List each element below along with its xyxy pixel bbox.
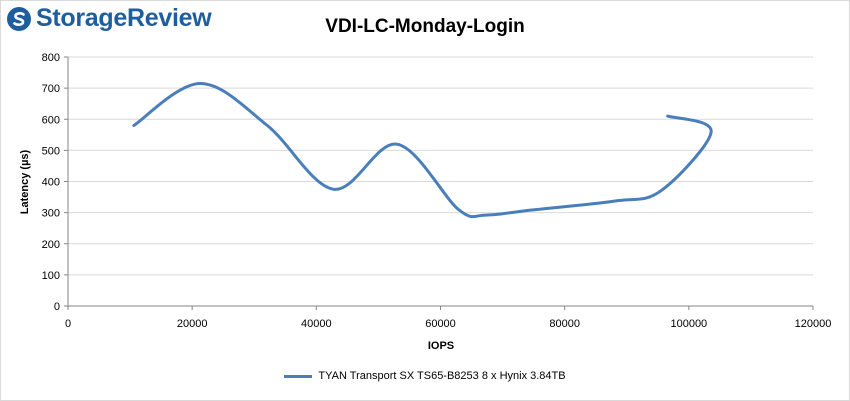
logo-text: StorageReview bbox=[36, 4, 212, 32]
y-tick-label: 800 bbox=[42, 52, 60, 64]
x-tick-label: 20000 bbox=[177, 318, 208, 330]
storagereview-logo: StorageReview bbox=[6, 4, 212, 33]
y-axis-label: Latency (µs) bbox=[19, 149, 31, 214]
series-line-0 bbox=[132, 82, 713, 219]
chart-title: VDI-LC-Monday-Login bbox=[325, 16, 525, 37]
y-tick-label: 600 bbox=[42, 114, 60, 126]
storagereview-logo-icon bbox=[7, 6, 31, 31]
y-tick-label: 400 bbox=[42, 177, 60, 189]
x-tick-label: 80000 bbox=[549, 318, 580, 330]
legend-swatch bbox=[284, 374, 313, 378]
x-tick-label: 120000 bbox=[795, 318, 832, 330]
legend-label: TYAN Transport SX TS65-B8253 8 x Hynix 3… bbox=[318, 370, 566, 382]
y-tick-label: 700 bbox=[42, 83, 60, 95]
y-tick-label: 300 bbox=[42, 208, 60, 220]
x-tick-label: 40000 bbox=[301, 318, 332, 330]
x-tick-label: 0 bbox=[65, 318, 71, 330]
y-tick-label: 0 bbox=[54, 301, 60, 313]
x-tick-label: 100000 bbox=[670, 318, 707, 330]
legend: TYAN Transport SX TS65-B8253 8 x Hynix 3… bbox=[0, 370, 850, 382]
x-axis-label: IOPS bbox=[428, 340, 454, 352]
x-tick-label: 60000 bbox=[425, 318, 456, 330]
y-tick-label: 200 bbox=[42, 239, 60, 251]
y-tick-label: 500 bbox=[42, 145, 60, 157]
y-tick-label: 100 bbox=[42, 270, 60, 282]
